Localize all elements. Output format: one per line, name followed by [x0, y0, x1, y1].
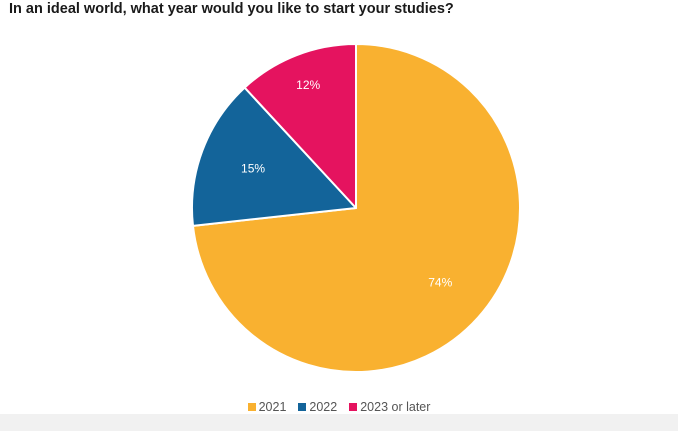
chart-title: In an ideal world, what year would you l… — [9, 1, 454, 17]
pie-slice-2023-or-later[interactable] — [243, 43, 357, 209]
legend-label: 2023 or later — [360, 400, 431, 414]
legend-item-2022[interactable]: 2022 — [298, 400, 337, 414]
legend-label: 2021 — [258, 400, 287, 414]
legend-item-2023-or-later[interactable]: 2023 or later — [349, 400, 430, 414]
pie-slice-2022[interactable] — [191, 86, 357, 227]
legend-swatch — [298, 403, 307, 411]
slice-data-label: 74% — [428, 276, 452, 290]
legend-label: 2022 — [309, 400, 338, 414]
slice-data-label: 12% — [296, 78, 320, 92]
slice-data-label: 15% — [241, 162, 265, 176]
legend-item-2021[interactable]: 2021 — [247, 400, 287, 414]
legend-swatch — [247, 403, 256, 411]
legend: 2021 2022 2023 or later — [0, 400, 678, 414]
legend-swatch — [349, 403, 358, 411]
footer-band — [0, 414, 678, 431]
